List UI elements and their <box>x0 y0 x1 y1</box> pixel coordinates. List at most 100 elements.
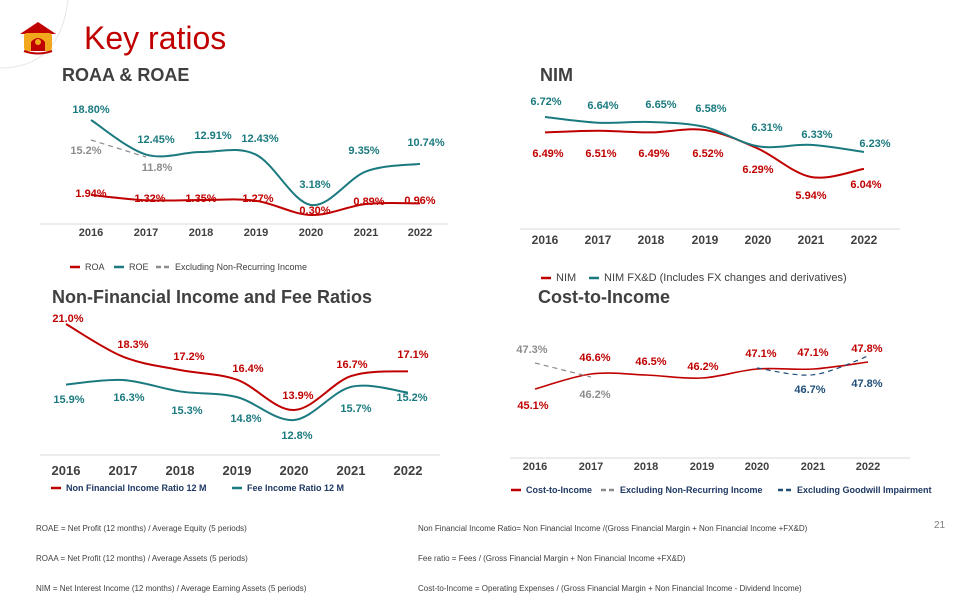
nim-data-label: 6.52% <box>692 148 723 160</box>
cti-data-label: 46.2% <box>579 389 610 401</box>
roa-roe-chart: 2016 2017 2018 2019 2020 2021 2022 1.94% 1.32% 1.… <box>40 96 932 495</box>
nfi-x-tick-label: 2016 <box>52 463 81 478</box>
cti-legend-label: Excluding Non-Recurring Income <box>620 485 763 495</box>
roa-roe-series-line <box>90 119 421 207</box>
footnote-fee: Fee ratio = Fees / (Gross Financial Marg… <box>418 554 686 563</box>
page-title: Key ratios <box>84 20 227 56</box>
roa-roe-x-tick-label: 2017 <box>134 227 158 239</box>
cti-series-line <box>756 355 869 376</box>
nim-x-tick-label: 2019 <box>692 233 719 247</box>
cti-data-label: 46.5% <box>635 356 666 368</box>
nim-x-tick-label: 2020 <box>745 233 772 247</box>
cti-data-label: 46.6% <box>579 352 610 364</box>
roa-roe-legend-label: ROE <box>129 262 149 272</box>
nim-data-label: 6.23% <box>859 138 890 150</box>
cti-x-tick-label: 2021 <box>801 461 825 473</box>
nfi-data-label: 21.0% <box>52 313 83 325</box>
roa-roe-x-tick-label: 2021 <box>354 227 378 239</box>
footnote-nfi: Non Financial Income Ratio= Non Financia… <box>418 524 808 533</box>
nfi-series-line <box>65 323 409 412</box>
nim-series-line <box>544 128 865 179</box>
nim-data-label: 6.64% <box>587 100 618 112</box>
nim-data-label: 6.31% <box>751 122 782 134</box>
cti-data-label: 46.7% <box>794 384 825 396</box>
roa-roe-title: ROAA & ROAE <box>62 65 190 85</box>
cti-data-label: 47.1% <box>745 348 776 360</box>
nim-data-label: 6.49% <box>638 148 669 160</box>
roa-roe-series-line <box>90 194 421 217</box>
nfi-data-label: 16.3% <box>113 392 144 404</box>
roa-roe-data-label: 1.32% <box>134 193 165 205</box>
nim-data-label: 6.29% <box>742 164 773 176</box>
roa-roe-data-label: 9.35% <box>348 145 379 157</box>
nfi-data-label: 12.8% <box>281 430 312 442</box>
nim-data-label: 6.58% <box>695 103 726 115</box>
roa-roe-data-label: 3.18% <box>299 179 330 191</box>
cti-data-label: 46.2% <box>687 361 718 373</box>
nfi-data-label: 15.7% <box>340 403 371 415</box>
nim-x-tick-label: 2021 <box>798 233 825 247</box>
roa-roe-x-tick-label: 2019 <box>244 227 268 239</box>
roa-roe-data-label: 12.45% <box>137 134 175 146</box>
footnotes-right: Non Financial Income Ratio= Non Financia… <box>418 504 807 604</box>
cti-x-tick-label: 2016 <box>523 461 547 473</box>
roa-roe-x-tick-label: 2022 <box>408 227 432 239</box>
footnote-cti: Cost-to-Income = Operating Expenses / (G… <box>418 584 802 593</box>
footnotes-left: ROAE = Net Profit (12 months) / Average … <box>36 504 306 604</box>
cti-title: Cost-to-Income <box>538 287 670 307</box>
roa-roe-legend-label: ROA <box>85 262 105 272</box>
nfi-x-tick-label: 2021 <box>337 463 366 478</box>
nim-x-tick-label: 2016 <box>532 233 559 247</box>
cti-x-tick-label: 2019 <box>690 461 714 473</box>
cti-x-tick-label: 2020 <box>745 461 769 473</box>
roa-roe-data-label: 15.2% <box>70 145 101 157</box>
nfi-x-tick-label: 2020 <box>280 463 309 478</box>
roa-roe-data-label: 18.80% <box>72 104 110 116</box>
cti-data-label: 47.3% <box>516 344 547 356</box>
nim-x-tick-label: 2022 <box>851 233 878 247</box>
nfi-x-tick-label: 2017 <box>109 463 138 478</box>
nfi-data-label: 16.7% <box>336 359 367 371</box>
nfi-x-tick-label: 2019 <box>223 463 252 478</box>
roa-roe-data-label: 11.8% <box>142 162 173 174</box>
nim-data-label: 6.33% <box>801 129 832 141</box>
house-logo-icon <box>20 22 56 55</box>
roa-roe-data-label: 1.35% <box>185 193 216 205</box>
roa-roe-data-label: 0.96% <box>404 195 435 207</box>
nim-title: NIM <box>540 65 573 85</box>
nim-data-label: 5.94% <box>795 190 826 202</box>
nim-legend-label: NIM FX&D (Includes FX changes and deriva… <box>604 272 847 284</box>
nim-data-label: 6.49% <box>532 148 563 160</box>
roa-roe-data-label: 10.74% <box>407 137 445 149</box>
nim-legend-label: NIM <box>556 272 576 284</box>
roa-roe-series-line <box>90 139 147 158</box>
nfi-data-label: 15.2% <box>396 392 427 404</box>
roa-roe-x-tick-label: 2020 <box>299 227 323 239</box>
nfi-data-label: 18.3% <box>117 339 148 351</box>
footnote-roaa: ROAA = Net Profit (12 months) / Average … <box>36 554 248 563</box>
nfi-x-tick-label: 2018 <box>166 463 195 478</box>
cti-data-label: 47.8% <box>851 343 882 355</box>
cti-x-tick-label: 2022 <box>856 461 880 473</box>
roa-roe-data-label: 0.30% <box>299 205 330 217</box>
cti-data-label: 47.1% <box>797 347 828 359</box>
roa-roe-x-tick-label: 2016 <box>79 227 103 239</box>
roa-roe-data-label: 12.91% <box>194 130 232 142</box>
roa-roe-data-label: 1.94% <box>75 188 106 200</box>
roa-roe-legend-label: Excluding Non-Recurring Income <box>175 262 307 272</box>
nfi-legend-label: Fee Income Ratio 12 M <box>247 483 344 493</box>
roa-roe-data-label: 0.89% <box>353 196 384 208</box>
cti-legend-label: Cost-to-Income <box>526 485 592 495</box>
nim-x-tick-label: 2018 <box>638 233 665 247</box>
page-number: 21 <box>934 520 946 531</box>
roa-roe-data-label: 12.43% <box>241 133 279 145</box>
cti-data-label: 45.1% <box>517 400 548 412</box>
cti-series-line <box>534 362 592 378</box>
cti-data-label: 47.8% <box>851 378 882 390</box>
cti-series-line <box>534 361 869 390</box>
cti-x-tick-label: 2018 <box>634 461 658 473</box>
roa-roe-data-label: 1.27% <box>242 193 273 205</box>
nim-series-line <box>544 116 865 153</box>
nim-x-tick-label: 2017 <box>585 233 612 247</box>
cti-legend-label: Excluding Goodwill Impairment <box>797 485 932 495</box>
